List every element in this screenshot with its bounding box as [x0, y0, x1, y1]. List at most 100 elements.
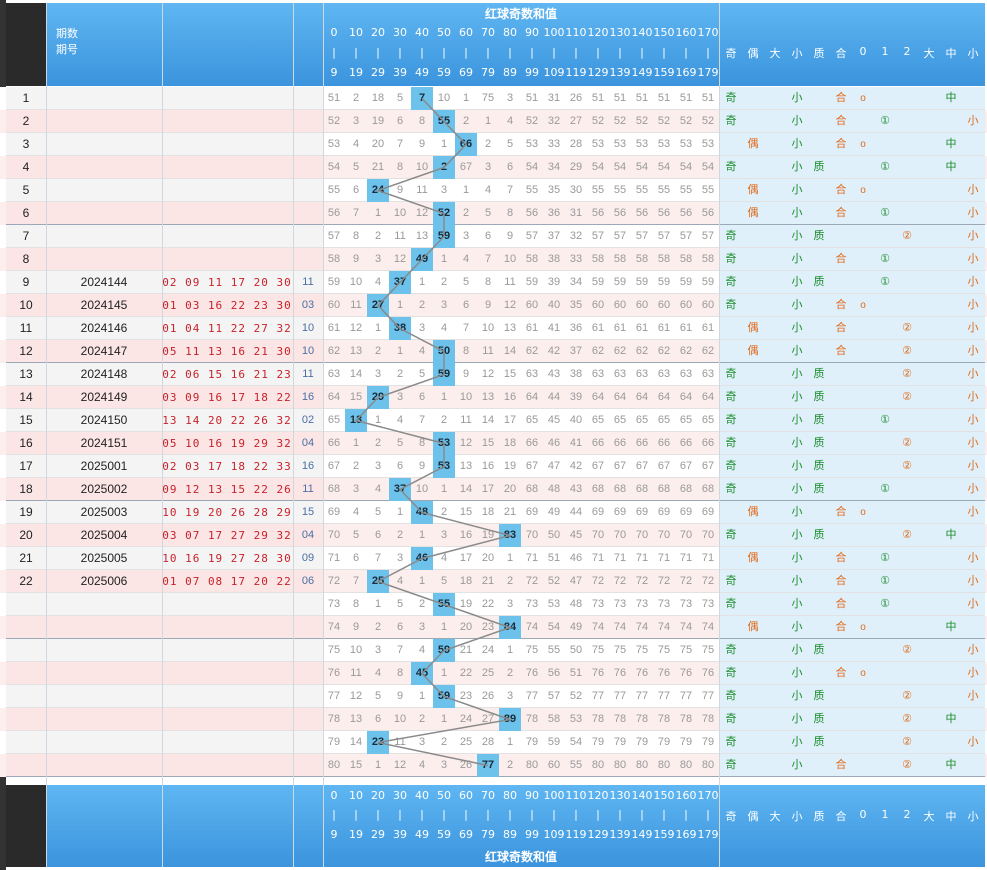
trend-cell: 65 — [679, 414, 693, 426]
stat-r0 — [852, 478, 874, 501]
row-info-bg — [6, 639, 323, 662]
stat-r2: ② — [902, 368, 912, 380]
stat-prime — [808, 294, 830, 317]
trend-cell: 3 — [506, 92, 514, 104]
stat-comp — [830, 685, 852, 708]
stat-mid — [940, 547, 962, 570]
trend-cell: 5 — [418, 368, 426, 380]
trend-cell: 11 — [394, 230, 406, 242]
trend-cell: 65 — [525, 414, 539, 426]
stat-even — [742, 87, 764, 110]
header-range-bottom: 9 — [330, 66, 338, 79]
stat-comp: 合 — [835, 115, 847, 127]
header-stat-label: 大 — [769, 47, 781, 60]
trend-cell: 66 — [327, 437, 341, 449]
stat-r0 — [852, 639, 874, 662]
stat-r1 — [874, 455, 896, 478]
trend-cell: 69 — [525, 506, 539, 518]
trend-cell: 69 — [327, 506, 341, 518]
row-stats-bg — [720, 202, 985, 225]
trend-cell: 8 — [352, 598, 360, 610]
trend-cell: 35 — [547, 184, 561, 196]
row-red-balls: 01 03 16 22 23 30 — [162, 299, 292, 312]
trend-cell: 1 — [374, 322, 382, 334]
stat-odd: 奇 — [725, 253, 737, 265]
trend-cell: 7 — [462, 322, 470, 334]
column-divider — [46, 3, 47, 867]
stat-small: 小 — [791, 759, 803, 771]
stat-r1 — [874, 432, 896, 455]
trend-cell: 74 — [635, 621, 649, 633]
header-range-top: 140 — [631, 26, 653, 39]
trend-cell: 14 — [481, 414, 495, 426]
trend-cell: 77 — [327, 690, 341, 702]
header-range-bottom: 19 — [349, 66, 363, 79]
row-index: 6 — [22, 206, 30, 220]
trend-cell: 59 — [657, 276, 671, 288]
trend-cell: 63 — [613, 368, 627, 380]
trend-cell: 72 — [525, 575, 539, 587]
stat-r0 — [852, 271, 874, 294]
trend-cell: 74 — [701, 621, 715, 633]
stat-r0: o — [860, 93, 866, 104]
trend-cell: 57 — [701, 230, 715, 242]
stat-r0 — [852, 593, 874, 616]
trend-cell: 44 — [547, 391, 561, 403]
trend-cell: 75 — [481, 92, 495, 104]
stat-small: 小 — [791, 276, 803, 288]
trend-cell: 16 — [481, 460, 495, 472]
trend-cell: 53 — [701, 138, 715, 150]
trend-cell: 56 — [591, 207, 605, 219]
row-info-bg — [6, 501, 323, 524]
stat-even — [742, 478, 764, 501]
trend-cell: 15 — [459, 506, 473, 518]
trend-cell: 21 — [371, 161, 385, 173]
stat-r2: ② — [902, 529, 912, 541]
trend-cell: 10 — [349, 644, 363, 656]
row-info-bg — [6, 294, 323, 317]
row-info-bg — [6, 616, 323, 639]
trend-cell: 61 — [701, 322, 715, 334]
row-stats-bg — [720, 156, 985, 179]
stat-even: 偶 — [747, 506, 759, 518]
header-range-sep: | — [618, 46, 622, 59]
trend-cell: 2 — [440, 276, 448, 288]
trend-cell: 79 — [525, 736, 539, 748]
stat-comp: 合 — [835, 621, 847, 633]
header-range-col: 70 | 79 — [477, 24, 499, 86]
trend-cell: 71 — [679, 552, 693, 564]
trend-cell: 48 — [569, 598, 583, 610]
trend-hit-cell: 89 — [499, 708, 521, 731]
trend-cell: 78 — [657, 713, 671, 725]
trend-cell: 11 — [416, 184, 428, 196]
row-info-bg — [6, 731, 323, 754]
footer-range-bottom: 109 — [543, 828, 565, 841]
trend-cell: 3 — [440, 299, 448, 311]
trend-cell: 12 — [349, 322, 363, 334]
trend-cell: 63 — [327, 368, 341, 380]
trend-cell: 58 — [635, 253, 649, 265]
trend-cell: 59 — [701, 276, 715, 288]
header-range-bottom: 49 — [415, 66, 429, 79]
row-index: 8 — [22, 252, 30, 266]
stat-prime: 质 — [813, 736, 825, 748]
trend-cell: 26 — [481, 690, 495, 702]
header-range-bottom: 159 — [653, 66, 675, 79]
stat-comp: 合 — [835, 92, 847, 104]
trend-cell: 68 — [657, 483, 671, 495]
header-range-bottom: 169 — [675, 66, 697, 79]
trend-hit-cell: 2 — [433, 156, 455, 179]
header-range-col: 90 | 99 — [521, 24, 543, 86]
stat-comp — [830, 478, 852, 501]
stat-sm: 小 — [967, 644, 979, 656]
stat-r1 — [874, 639, 896, 662]
trend-cell: 80 — [525, 759, 539, 771]
trend-cell: 9 — [418, 138, 426, 150]
trend-cell: 36 — [547, 207, 561, 219]
stat-r1 — [874, 294, 896, 317]
stat-r1 — [874, 662, 896, 685]
trend-cell: 8 — [418, 437, 426, 449]
trend-cell: 64 — [635, 391, 649, 403]
trend-cell: 61 — [635, 322, 649, 334]
stat-sm: 小 — [967, 345, 979, 357]
